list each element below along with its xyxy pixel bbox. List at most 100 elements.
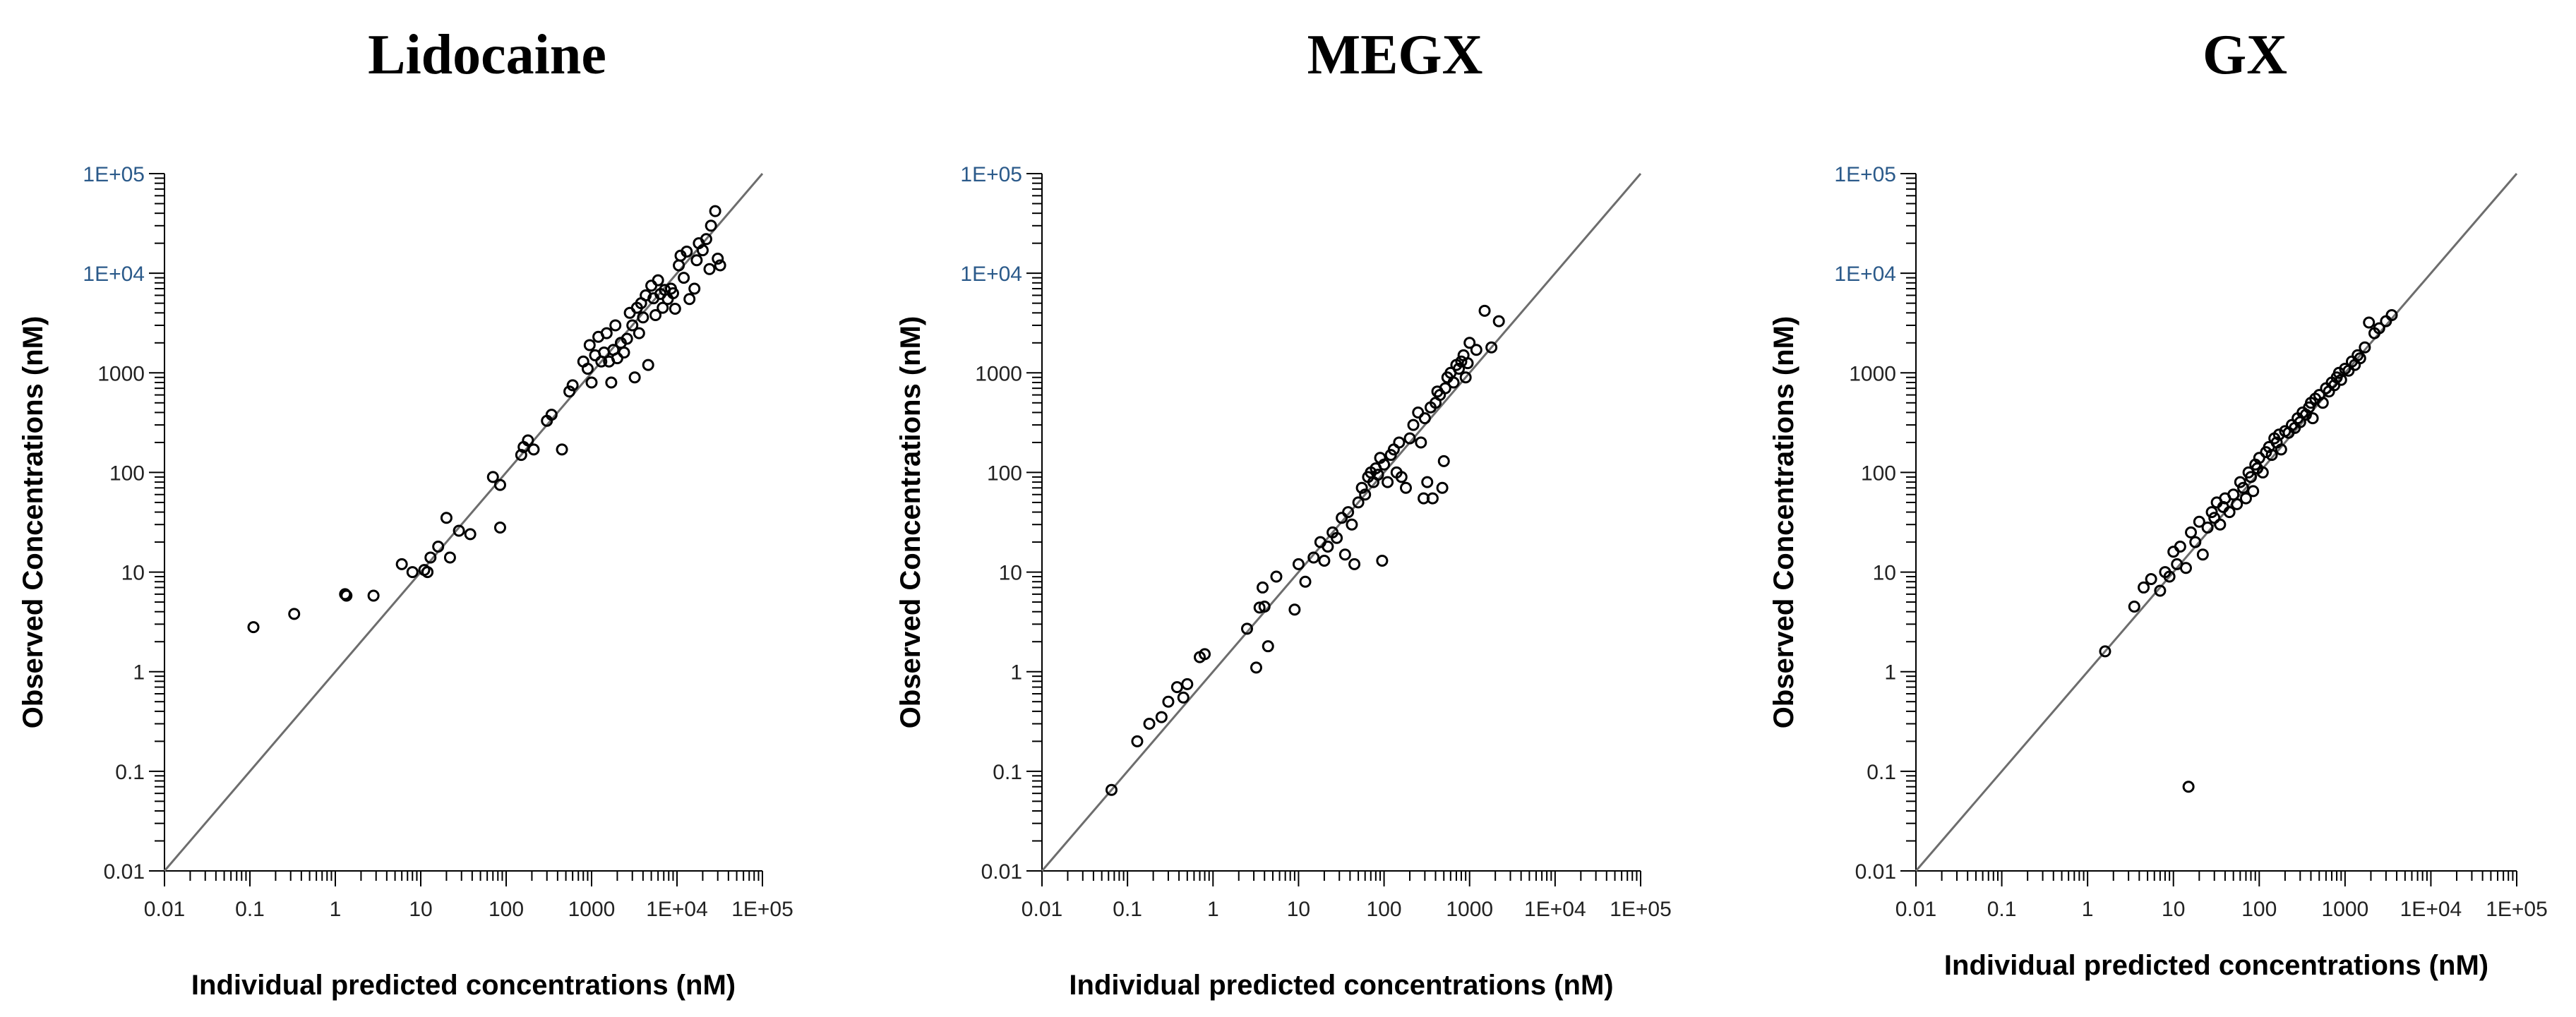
data-point <box>628 371 641 384</box>
y-tick-label: 10 <box>999 562 1022 585</box>
data-point <box>1318 554 1331 567</box>
data-point <box>1426 492 1439 505</box>
data-point <box>2275 443 2287 456</box>
data-point <box>464 528 477 541</box>
data-point <box>1463 337 1476 349</box>
data-point <box>621 332 633 345</box>
data-point <box>395 558 408 570</box>
x-tick-label: 1E+05 <box>2486 898 2548 921</box>
y-tick-label: 100 <box>109 462 145 485</box>
data-point <box>1372 469 1384 481</box>
data-point <box>1257 581 1269 594</box>
data-point <box>2335 373 2347 386</box>
data-point <box>288 608 301 620</box>
data-point <box>1453 362 1466 375</box>
data-point <box>1359 488 1372 501</box>
x-tick-label: 0.1 <box>1987 898 2017 921</box>
data-point <box>2234 476 2246 488</box>
data-point <box>1439 382 1451 395</box>
x-tick-label: 1000 <box>568 898 616 921</box>
data-point <box>247 621 260 634</box>
y-tick-label: 1E+05 <box>1834 163 1896 186</box>
data-point <box>566 379 579 392</box>
data-point <box>1395 471 1408 483</box>
chart-panel-gx: GX 0.01 0.1 1 10 100 1000 1E+04 1E+05 0.01 0.1 1 10 1… <box>1768 24 2548 981</box>
y-tick-label: 1E+04 <box>83 263 145 286</box>
data-point <box>1240 622 1253 635</box>
data-point <box>2179 562 2192 574</box>
data-point <box>1407 419 1420 431</box>
y-tick-label: 1 <box>133 661 145 685</box>
x-tick-label: 1E+04 <box>1524 898 1586 921</box>
data-point <box>424 551 437 564</box>
data-point <box>1461 357 1474 370</box>
y-axis-label: Observed Concentrations (nM) <box>895 316 926 729</box>
data-point <box>1155 711 1168 723</box>
data-point <box>657 301 669 314</box>
data-point <box>2239 492 2252 505</box>
data-point <box>1199 648 1211 661</box>
data-point <box>2185 526 2198 538</box>
data-point <box>712 253 724 265</box>
data-point <box>1437 455 1450 467</box>
x-tick-label: 1000 <box>1446 898 1493 921</box>
data-point <box>2167 546 2180 558</box>
data-point <box>714 259 726 272</box>
data-point <box>1346 518 1358 531</box>
x-tick-label: 1 <box>330 898 342 921</box>
y-tick-label: 1000 <box>1849 362 1896 385</box>
data-point <box>2231 498 2243 510</box>
data-point <box>1342 506 1355 519</box>
data-point <box>609 319 622 332</box>
x-tick-label: 100 <box>489 898 524 921</box>
data-point <box>1299 575 1312 588</box>
x-tick-label: 0.1 <box>235 898 265 921</box>
data-point <box>703 263 716 275</box>
data-point <box>1455 355 1468 368</box>
chart-title-lidocaine: Lidocaine <box>368 24 606 86</box>
data-point <box>1418 412 1431 425</box>
data-point <box>2205 506 2218 519</box>
data-point <box>611 352 623 365</box>
x-tick-label: 100 <box>2241 898 2277 921</box>
data-point <box>2154 584 2167 597</box>
data-point <box>421 566 434 579</box>
data-point <box>2163 570 2176 583</box>
data-point <box>2316 397 2329 409</box>
data-point <box>683 293 696 306</box>
data-point <box>1131 735 1144 747</box>
chart-panel-lidocaine: Lidocaine 0.01 0.1 1 10 100 1000 1E+04 1E+05 0.01… <box>18 24 793 1001</box>
y-tick-label: 0.1 <box>1867 761 1896 784</box>
data-point <box>2174 541 2186 553</box>
data-point <box>652 274 664 287</box>
y-axis-label: Observed Concentrations (nM) <box>1768 316 1799 729</box>
data-point <box>1288 603 1301 616</box>
data-point <box>2373 322 2385 335</box>
data-point <box>1292 558 1305 570</box>
data-point <box>2201 521 2214 534</box>
data-point <box>432 541 445 553</box>
chart-title-gx: GX <box>2203 24 2287 86</box>
data-point <box>1352 496 1365 509</box>
data-point <box>681 245 693 258</box>
data-point <box>2247 485 2260 498</box>
data-point <box>618 346 630 359</box>
data-point <box>2245 471 2258 483</box>
data-point <box>2385 308 2398 321</box>
data-point <box>585 376 598 389</box>
x-tick-label: 1E+04 <box>2400 898 2462 921</box>
x-tick-label: 10 <box>1287 898 1310 921</box>
data-point <box>1447 376 1460 389</box>
x-tick-label: 0.01 <box>1895 898 1936 921</box>
y-tick-label: 1 <box>1010 661 1022 685</box>
data-point <box>1436 481 1449 494</box>
x-tick-label: 0.01 <box>144 898 185 921</box>
y-tick-label: 1000 <box>97 362 145 385</box>
data-point <box>633 327 645 339</box>
data-point <box>1270 570 1283 583</box>
data-point <box>1485 341 1498 354</box>
data-point <box>2145 573 2157 586</box>
y-tick-label: 0.01 <box>1855 860 1896 884</box>
x-axis-label: Individual predicted concentrations (nM) <box>1069 970 1613 1001</box>
data-point <box>1399 481 1412 494</box>
